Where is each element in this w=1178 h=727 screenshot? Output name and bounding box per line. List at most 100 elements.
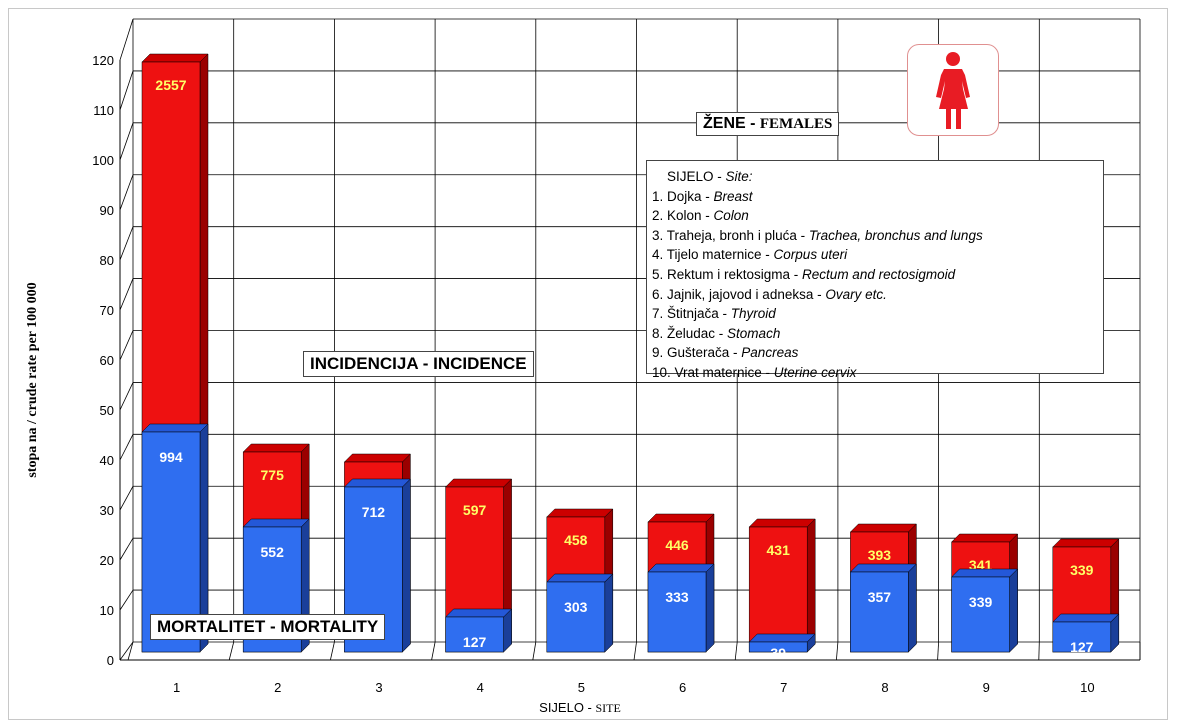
x-axis-label-en: SITE bbox=[595, 701, 621, 715]
mortality-bar-top bbox=[950, 568, 1019, 578]
mortality-data-label: 39 bbox=[770, 645, 786, 661]
floor-grid-line bbox=[633, 641, 637, 661]
legend-item: 8. Želudac - Stomach bbox=[652, 324, 1099, 344]
legend-item-main: 5. Rektum i rektosigma - bbox=[652, 266, 803, 282]
incidence-bar-top bbox=[849, 523, 918, 533]
side-grid-line bbox=[119, 226, 134, 261]
side-grid-line bbox=[119, 641, 134, 661]
incidence-bar-top bbox=[444, 478, 513, 488]
y-axis-label: stopa na / crude rate per 100 000 bbox=[25, 282, 40, 478]
legend-item: 4. Tijelo maternice - Corpus uteri bbox=[652, 245, 1099, 265]
mortality-data-label: 552 bbox=[261, 544, 285, 560]
mortality-data-label: 339 bbox=[969, 594, 993, 610]
x-axis-label: SIJELO - SITE bbox=[539, 700, 621, 716]
incidence-bar-top bbox=[546, 508, 614, 518]
x-tick-label: 4 bbox=[477, 680, 484, 695]
x-tick-label: 5 bbox=[578, 680, 585, 695]
y-tick-label: 90 bbox=[100, 203, 114, 218]
x-tick-label: 1 bbox=[173, 680, 180, 695]
legend-item: 1. Dojka - Breast bbox=[652, 187, 1099, 207]
incidence-bar-top bbox=[1052, 538, 1120, 548]
x-tick-label: 9 bbox=[983, 680, 990, 695]
side-grid-line bbox=[119, 122, 134, 161]
mortality-data-label: 994 bbox=[159, 449, 183, 465]
legend-item-main: 3. Traheja, bronh i pluća - bbox=[652, 227, 809, 243]
incidence-bar-top bbox=[242, 443, 310, 453]
mortality-bar-top bbox=[242, 518, 310, 528]
y-tick-label: 120 bbox=[92, 53, 114, 68]
mortality-bar-side bbox=[1009, 568, 1018, 653]
floor-grid-line bbox=[431, 641, 436, 661]
incidence-data-label: 431 bbox=[767, 542, 791, 558]
floor-grid-line bbox=[1038, 641, 1040, 661]
mortality-bar-side bbox=[402, 478, 411, 653]
mortality-data-label: 333 bbox=[665, 589, 689, 605]
y-tick-label: 0 bbox=[107, 653, 114, 668]
mortality-bar-top bbox=[141, 423, 209, 433]
y-tick-label: 110 bbox=[93, 103, 114, 118]
x-tick-label: 6 bbox=[679, 680, 686, 695]
y-tick-label: 50 bbox=[100, 403, 114, 418]
legend-item-main: 1. Dojka - bbox=[652, 188, 714, 204]
legend-item-italic: Pancreas bbox=[741, 345, 799, 361]
mortality-bar bbox=[748, 641, 808, 653]
incidence-bar-top bbox=[141, 53, 209, 63]
x-axis-label-hr: SIJELO - bbox=[539, 700, 596, 715]
legend-title: SIJELO - Site: bbox=[652, 167, 1099, 187]
incidence-bar-top bbox=[343, 453, 412, 463]
incidence-data-label: 2557 bbox=[155, 77, 186, 93]
legend-item-italic: Uterine cervix bbox=[773, 364, 857, 380]
floor-grid-line bbox=[330, 641, 335, 661]
mortality-bar-top bbox=[546, 573, 614, 583]
site-legend: SIJELO - Site: 1. Dojka - Breast 2. Kolo… bbox=[646, 160, 1104, 380]
title-en: FEMALES bbox=[759, 116, 833, 132]
legend-item: 9. Gušterača - Pancreas bbox=[652, 343, 1099, 363]
mortality-bar-side bbox=[908, 563, 917, 653]
floor-grid-line bbox=[127, 641, 134, 661]
y-tick-label: 80 bbox=[100, 253, 114, 268]
side-grid-line bbox=[119, 70, 134, 111]
incidence-data-label: 446 bbox=[665, 537, 689, 553]
mortality-data-label: 357 bbox=[868, 589, 892, 605]
x-tick-label: 3 bbox=[375, 680, 382, 695]
mortality-bar bbox=[850, 571, 909, 653]
y-tick-label: 70 bbox=[100, 303, 114, 318]
legend-item: 5. Rektum i rektosigma - Rectum and rect… bbox=[652, 265, 1099, 285]
y-tick-label: 100 bbox=[92, 153, 114, 168]
chart-frame bbox=[8, 8, 1168, 720]
legend-item-main: 10. Vrat maternice - bbox=[652, 364, 774, 380]
side-grid-line bbox=[119, 434, 134, 461]
chart-title: ŽENE - FEMALES bbox=[696, 112, 840, 136]
legend-item-main: 8. Želudac - bbox=[652, 325, 728, 341]
incidence-bar-top bbox=[647, 513, 715, 523]
side-grid-line bbox=[119, 486, 134, 511]
mortality-bar-top bbox=[1052, 613, 1120, 623]
mortality-data-label: 127 bbox=[463, 634, 487, 650]
mortality-bar bbox=[546, 581, 606, 653]
mortality-bar-side bbox=[705, 563, 715, 653]
female-figure-icon bbox=[907, 44, 999, 136]
mortality-bar bbox=[445, 616, 504, 653]
floor-grid-line bbox=[532, 641, 537, 661]
side-grid-line bbox=[119, 278, 134, 311]
legend-item: 3. Traheja, bronh i pluća - Trachea, bro… bbox=[652, 226, 1099, 246]
legend-item-italic: Trachea, bronchus and lungs bbox=[808, 227, 983, 243]
legend-item: 7. Štitnjača - Thyroid bbox=[652, 304, 1099, 324]
side-grid-line bbox=[119, 18, 134, 61]
mortality-data-label: 712 bbox=[362, 504, 386, 520]
legend-item-italic: Colon bbox=[713, 208, 749, 224]
side-grid-line bbox=[119, 330, 134, 361]
incidence-bar-side bbox=[806, 518, 816, 653]
y-tick-label: 20 bbox=[100, 553, 114, 568]
legend-item: 2. Kolon - Colon bbox=[652, 206, 1099, 226]
legend-item-main: 9. Gušterača - bbox=[652, 345, 742, 361]
mortality-bar bbox=[951, 576, 1010, 653]
mortality-bar bbox=[1052, 621, 1112, 653]
mortality-data-label: 127 bbox=[1070, 639, 1094, 655]
x-tick-label: 7 bbox=[780, 680, 787, 695]
incidence-bar-top bbox=[950, 533, 1019, 543]
incidence-bar bbox=[748, 526, 808, 653]
mortality-bar-top bbox=[343, 478, 412, 488]
incidence-data-label: 339 bbox=[1070, 562, 1094, 578]
incidence-series-label: INCIDENCIJA - INCIDENCE bbox=[303, 351, 534, 377]
